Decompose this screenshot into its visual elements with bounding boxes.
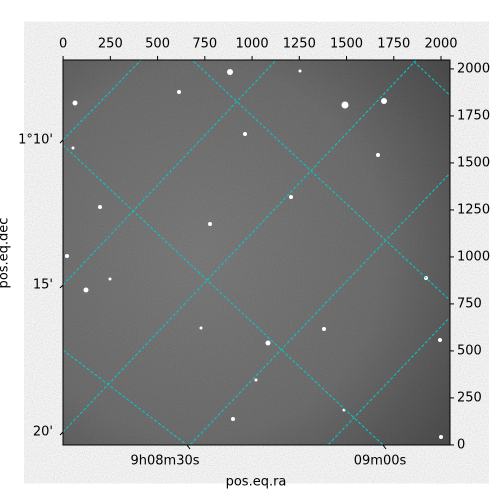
x-tick-label: 250: [98, 37, 123, 52]
dec-tick: [59, 431, 64, 436]
x-tick-label: 0: [59, 37, 67, 52]
ra-tick-label: 9h08m30s: [130, 454, 199, 469]
dec-tick-label: 15': [33, 278, 53, 293]
y-tick-label: 1250: [457, 202, 490, 217]
ra-tick-label: 09m00s: [354, 454, 407, 469]
x-tick-label: 1000: [236, 37, 269, 52]
x-tick-label: 750: [192, 37, 217, 52]
ra-tick: [186, 444, 191, 450]
y-tick-label: 1750: [457, 108, 490, 123]
y-tick-label: 1000: [457, 249, 490, 264]
ra-tick: [382, 444, 387, 450]
y-tick-label: 2000: [457, 61, 490, 76]
x-tick-label: 500: [145, 37, 170, 52]
image: [63, 60, 450, 445]
y-tick-label: 0: [457, 437, 465, 452]
dec-tick: [59, 284, 64, 289]
y-axis-label: pos.eq.dec: [0, 218, 12, 289]
x-tick-label: 2000: [424, 37, 457, 52]
x-axis-label: pos.eq.ra: [226, 475, 287, 490]
x-tick-label: 1250: [283, 37, 316, 52]
y-tick-label: 500: [457, 343, 482, 358]
x-tick-label: 1500: [330, 37, 363, 52]
wcs-grid: [63, 60, 450, 445]
axes-frame: [62, 59, 451, 446]
y-tick-label: 1500: [457, 155, 490, 170]
dec-tick-label: 1°10': [18, 133, 53, 148]
dec-tick: [59, 139, 64, 144]
y-tick-label: 750: [457, 296, 482, 311]
y-tick-label: 250: [457, 390, 482, 405]
x-tick-label: 1750: [377, 37, 410, 52]
dec-tick-label: 20': [33, 425, 53, 440]
